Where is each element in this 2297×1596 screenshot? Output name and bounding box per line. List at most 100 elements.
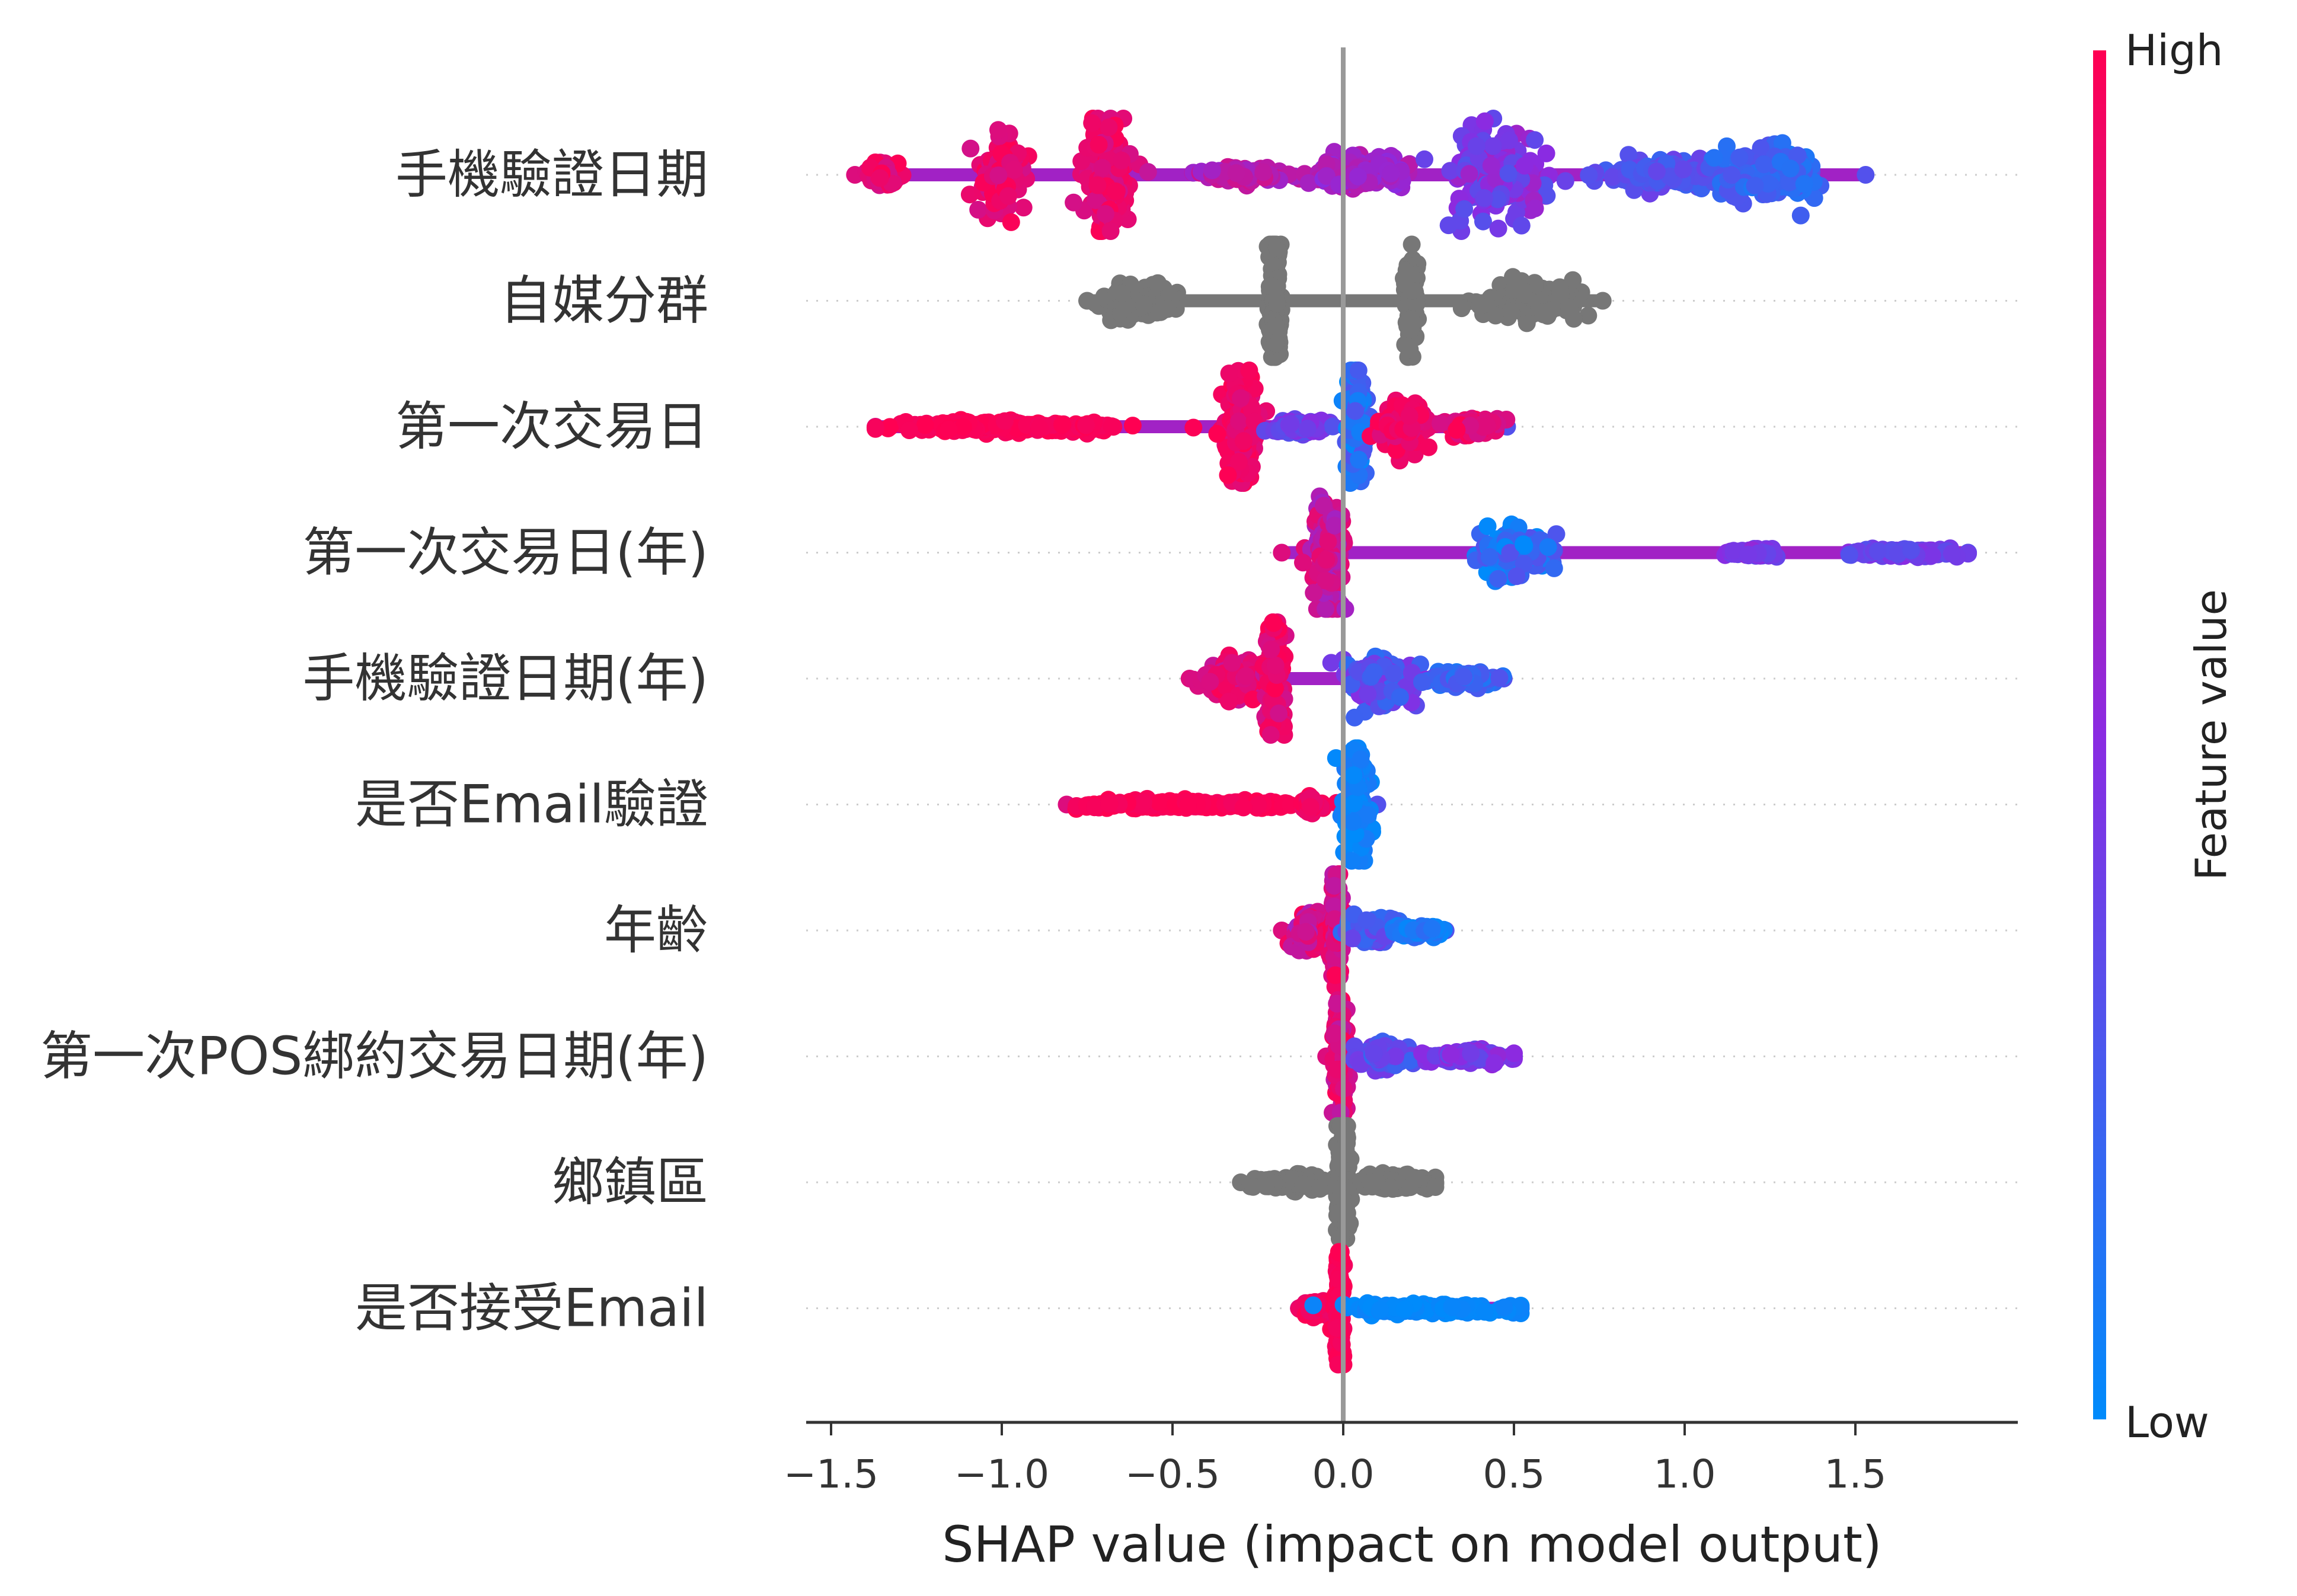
shap-point (1088, 176, 1107, 194)
shap-point (1391, 688, 1409, 706)
shap-point (1344, 813, 1362, 831)
shap-point (1460, 165, 1478, 183)
shap-point (1840, 546, 1858, 564)
shap-point (1526, 131, 1544, 149)
shap-point (1518, 314, 1536, 332)
shap-point (1902, 541, 1920, 559)
shap-point (1484, 137, 1502, 155)
feature-row (806, 865, 2018, 996)
shap-point (1416, 150, 1433, 168)
feature-row (806, 1117, 2018, 1248)
shap-point (1263, 277, 1280, 295)
shap-point (1301, 798, 1320, 816)
shap-point (1773, 134, 1791, 152)
shap-point (1403, 282, 1421, 300)
feature-row (806, 362, 2018, 492)
shap-point (1282, 415, 1300, 433)
shap-point (1103, 417, 1121, 436)
shap-point (1674, 160, 1692, 178)
shap-point (1240, 362, 1258, 379)
shap-point (1359, 806, 1377, 824)
shap-point (1489, 570, 1507, 588)
shap-point (1467, 137, 1485, 155)
shap-point (1579, 306, 1598, 325)
shap-point (1299, 174, 1318, 192)
shap-point (1560, 298, 1579, 316)
shap-point (1264, 614, 1283, 632)
shap-point (1254, 163, 1273, 181)
shap-point (1030, 419, 1049, 437)
shap-point (1499, 164, 1518, 183)
shap-point (1382, 164, 1400, 183)
shap-point (1349, 362, 1368, 379)
shap-point (954, 418, 972, 436)
shap-point (1100, 795, 1119, 813)
shap-point (1203, 161, 1221, 180)
shap-point (1462, 1044, 1480, 1063)
shap-point (1270, 704, 1288, 722)
shap-point (1234, 798, 1253, 817)
shap-point (1537, 144, 1555, 162)
shap-point (1135, 295, 1153, 314)
shap-point (1234, 432, 1253, 450)
shap-point (961, 139, 980, 158)
shap-point (1002, 213, 1020, 231)
shap-point (1619, 146, 1638, 164)
shap-point (1115, 299, 1133, 317)
feature-row (806, 613, 2018, 744)
shap-point (1545, 559, 1563, 577)
shap-point (1077, 416, 1095, 434)
shap-point (1441, 162, 1459, 180)
shap-point (1475, 189, 1493, 207)
shap-point (1319, 532, 1337, 551)
shap-point (1448, 421, 1466, 439)
shap-point (1090, 136, 1108, 154)
shap-point (1266, 656, 1285, 674)
shap-point (1439, 216, 1458, 235)
shap-point (1788, 146, 1807, 165)
shap-point (1648, 162, 1666, 181)
shap-point (1317, 600, 1335, 618)
shap-point (1325, 1024, 1344, 1042)
feature-row (806, 739, 2018, 870)
shap-point (1474, 212, 1492, 231)
shap-point (1113, 284, 1131, 302)
shap-point (1485, 1054, 1504, 1072)
shap-point (1480, 548, 1499, 566)
shap-point (1219, 466, 1237, 484)
shap-point (1268, 295, 1286, 313)
shap-point (1346, 402, 1365, 420)
shap-point (1515, 283, 1533, 301)
shap-point (960, 185, 979, 204)
shap-point (1739, 545, 1758, 564)
shap-point (1350, 450, 1368, 469)
shap-point (1365, 1044, 1383, 1063)
shap-point (900, 421, 918, 439)
shap-point (1516, 156, 1534, 175)
shap-point (1220, 692, 1238, 711)
shap-point (1752, 139, 1770, 157)
shap-point (1005, 161, 1023, 179)
shap-point (1504, 268, 1522, 286)
shap-point (1515, 535, 1532, 554)
shap-point (1273, 543, 1291, 562)
shap-point (1403, 235, 1421, 254)
shap-point (1401, 340, 1419, 359)
shap-point (1603, 168, 1622, 186)
shap-point (1101, 222, 1120, 240)
shap-point (969, 200, 988, 219)
shap-point (1053, 415, 1071, 434)
shap-point (1100, 118, 1118, 136)
shap-point (1349, 167, 1367, 185)
shap-point (1325, 516, 1344, 535)
shap-point (1072, 152, 1091, 170)
shap-point (999, 187, 1017, 205)
shap-point (1923, 546, 1941, 565)
shap-point (1759, 175, 1777, 193)
shap-point (1791, 206, 1810, 225)
shap-point (1208, 425, 1226, 443)
shap-point (1223, 654, 1241, 672)
shap-point (940, 420, 958, 439)
shap-point (1220, 364, 1238, 383)
shap-point (1420, 438, 1437, 456)
